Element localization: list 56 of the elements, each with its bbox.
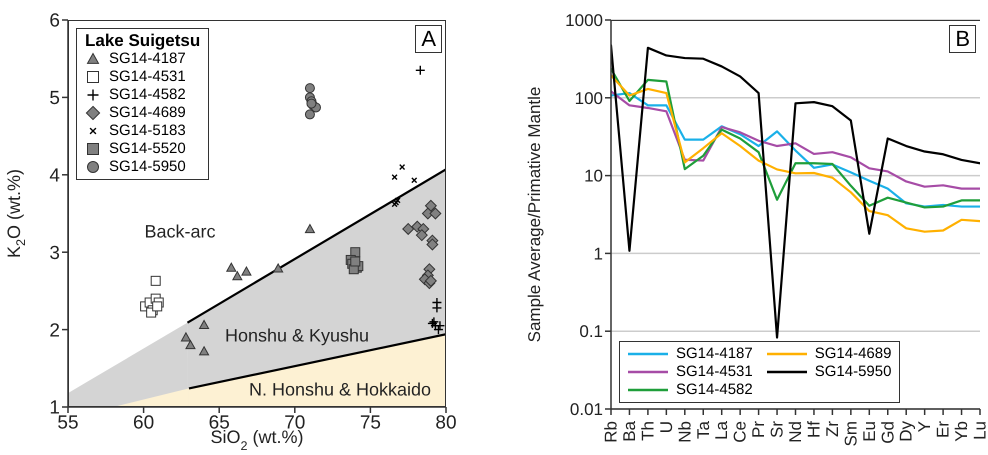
legend-label: SG14-4689 (814, 345, 892, 363)
y-tick-label: 0.1 (579, 322, 603, 342)
legend-label: SG14-5183 (109, 122, 186, 140)
y-tick-label: 100 (574, 88, 603, 108)
y-tick-label: 6 (49, 10, 60, 32)
x-tick-label: 80 (435, 412, 457, 434)
annotation: Back-arc (144, 222, 216, 242)
y-tick-label: 4 (49, 166, 60, 187)
legend-label: SG14-4689 (109, 104, 186, 122)
y-tick-label: 3 (49, 242, 60, 264)
legend-label: SG14-5950 (814, 363, 892, 381)
x-tick-label: Yb (952, 421, 972, 442)
annotation: N. Honshu & Hokkaido (248, 380, 432, 400)
y-tick-label: 1000 (565, 11, 603, 30)
legend-label: SG14-5950 (109, 158, 186, 176)
x-tick-label: La (712, 420, 732, 440)
y-tick-label: 5 (49, 88, 60, 110)
x-tick-label: Ce (730, 421, 750, 443)
x-tick-label: Ba (620, 420, 639, 442)
legend-label: SG14-4582 (676, 381, 753, 399)
x-tick-label: Sm (841, 421, 860, 446)
legend-label: SG14-4582 (109, 86, 186, 104)
y-tick-label: 0.01 (570, 400, 603, 420)
x-tick-label: Nd (786, 421, 805, 443)
x-tick-label: Rb (602, 421, 620, 443)
x-tick-label: 75 (360, 412, 381, 434)
x-tick-label: Eu (860, 421, 879, 442)
y-axis-title: Sample Average/Primative Mantle (524, 86, 544, 342)
x-tick-label: Hf (804, 420, 824, 438)
x-tick-label: Y (915, 421, 934, 432)
y-tick-label: 2 (49, 320, 60, 342)
legend-label: SG14-4187 (676, 345, 753, 363)
x-tick-label: Th (638, 421, 658, 441)
x-tick-label: Lu (970, 421, 988, 440)
annotation: Honshu & Kyushu (224, 326, 370, 346)
annotation: B (949, 25, 976, 53)
x-tick-label: Ta (694, 420, 713, 439)
x-tick-label: 55 (57, 412, 79, 434)
annotation: A (415, 25, 442, 53)
legend-label: SG14-4531 (109, 68, 186, 86)
x-tick-label: 60 (133, 412, 154, 434)
x-tick-label: Nb (675, 421, 694, 443)
y-tick-label: 1 (49, 398, 60, 419)
x-tick-label: Zr (822, 420, 842, 438)
x-tick-label: Sr (768, 420, 787, 438)
legend-title: Lake Suigetsu (85, 31, 200, 50)
y-tick-label: 1 (594, 244, 603, 264)
x-tick-label: Er (934, 420, 953, 438)
legend-label: SG14-4531 (676, 363, 753, 381)
y-tick-label: 10 (584, 166, 603, 186)
x-tick-label: Pr (749, 420, 768, 438)
legend-label: SG14-4187 (109, 50, 186, 68)
legend-label: SG14-5520 (109, 140, 186, 158)
x-tick-label: Gd (878, 421, 898, 444)
x-tick-label: Dy (896, 420, 916, 442)
x-tick-label: U (656, 421, 676, 434)
